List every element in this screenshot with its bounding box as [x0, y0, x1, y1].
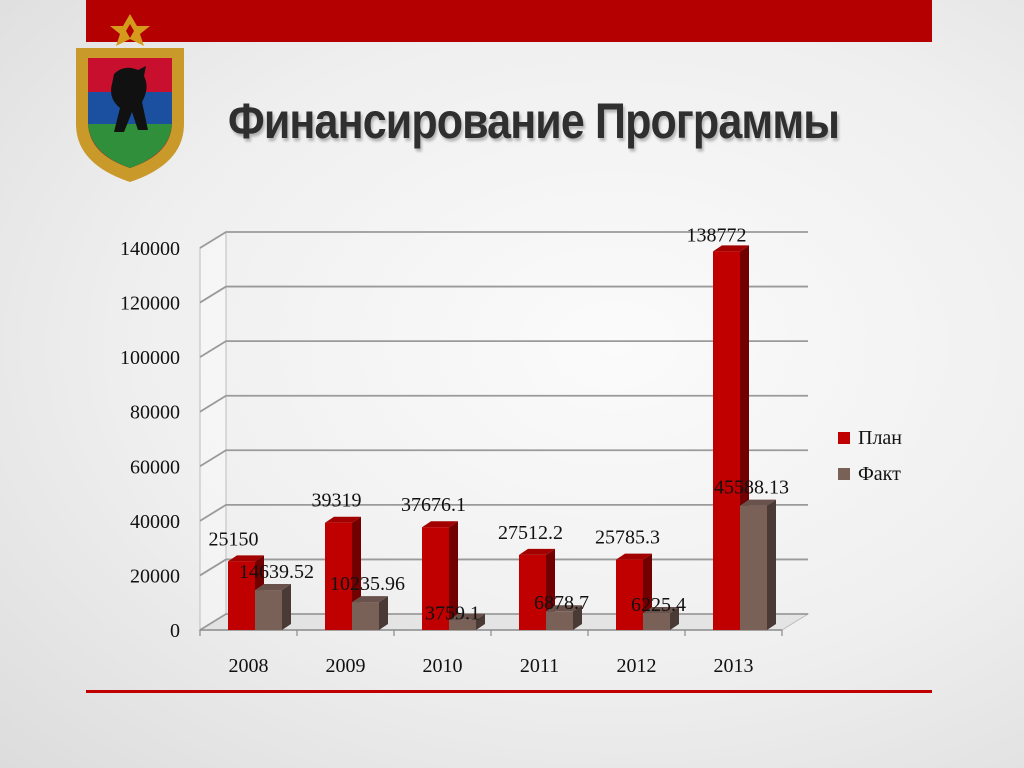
bar-plan-2008 — [228, 561, 255, 630]
data-label-fact: 6225.4 — [631, 594, 686, 616]
bar-fact-2012 — [643, 613, 670, 630]
bar-fact-2009-side — [379, 596, 388, 630]
legend-swatch-plan — [838, 432, 850, 444]
bar-fact-2011 — [546, 611, 573, 630]
top-banner — [86, 0, 932, 42]
y-tick-label: 80000 — [130, 402, 180, 424]
bar-plan-2009-top — [325, 516, 361, 523]
legend-item-fact: Факт — [838, 456, 902, 492]
bar-fact-2010 — [449, 619, 476, 630]
data-label-fact: 3759.1 — [425, 603, 480, 625]
data-label-plan: 25150 — [209, 528, 259, 550]
bar-plan-2008-top — [228, 555, 264, 562]
data-label-plan: 37676.1 — [401, 494, 466, 516]
gridline — [199, 285, 808, 304]
bar-plan-2013 — [713, 251, 740, 630]
bar-plan-2012 — [616, 559, 643, 630]
gridline — [199, 394, 808, 413]
y-tick-label: 100000 — [120, 347, 180, 369]
bar-plan-2011 — [519, 554, 546, 630]
legend-item-plan: План — [838, 420, 902, 456]
gridline — [199, 340, 808, 358]
bar-fact-2008 — [255, 590, 282, 630]
bar-fact-2013 — [740, 505, 767, 630]
data-label-plan: 138772 — [687, 224, 747, 246]
bar-fact-2010-top — [449, 613, 485, 620]
x-tick-label: 2010 — [423, 655, 463, 677]
x-tick-label: 2009 — [326, 655, 366, 677]
page-title: Финансирование Программы — [228, 93, 840, 149]
legend-label-fact: Факт — [858, 462, 901, 485]
data-label-fact: 10235.96 — [330, 573, 405, 595]
y-tick-label: 140000 — [120, 238, 180, 260]
bar-fact-2011-side — [573, 605, 582, 630]
data-label-plan: 39319 — [312, 490, 362, 512]
gridline — [199, 558, 808, 577]
bar-plan-2010 — [422, 527, 449, 630]
x-tick-label: 2013 — [714, 655, 754, 677]
x-tick-label: 2008 — [229, 655, 269, 677]
coat-of-arms-icon — [76, 14, 184, 182]
gridline — [199, 503, 808, 522]
chart-legend: План Факт — [838, 420, 902, 492]
x-tick-label: 2012 — [617, 655, 657, 677]
data-label-fact: 6878.7 — [534, 592, 589, 614]
bar-fact-2010-side — [476, 613, 485, 630]
data-label-plan: 27512.2 — [498, 522, 563, 544]
legend-swatch-fact — [838, 468, 850, 480]
bar-plan-2011-top — [519, 548, 555, 555]
gridline — [199, 449, 808, 468]
bottom-divider — [86, 690, 932, 693]
bar-fact-2013-side — [767, 499, 776, 630]
bar-fact-2012-top — [643, 607, 679, 614]
bar-plan-2009 — [325, 522, 352, 630]
y-tick-label: 60000 — [130, 456, 180, 478]
bar-plan-2012-top — [616, 553, 652, 560]
bar-fact-2012-side — [670, 607, 679, 630]
bar-plan-2010-side — [449, 521, 458, 630]
data-label-fact: 14639.52 — [239, 561, 314, 583]
bar-fact-2011-top — [546, 605, 582, 612]
bar-fact-2009-top — [352, 596, 388, 603]
bar-fact-2013-top — [740, 499, 776, 506]
x-tick-label: 2011 — [520, 655, 559, 677]
gridline — [199, 231, 808, 249]
chart-side-wall — [199, 231, 227, 631]
bar-plan-2010-top — [422, 521, 458, 528]
y-tick-label: 120000 — [120, 293, 180, 315]
data-label-plan: 25785.3 — [595, 527, 660, 549]
bar-fact-2008-side — [282, 584, 291, 630]
y-tick-label: 0 — [170, 620, 180, 642]
y-tick-label: 20000 — [130, 565, 180, 587]
bar-plan-2013-top — [713, 245, 749, 252]
legend-label-plan: План — [858, 426, 903, 449]
y-tick-label: 40000 — [130, 511, 180, 533]
bar-fact-2008-top — [255, 584, 291, 591]
gridline — [199, 613, 808, 631]
bar-fact-2009 — [352, 602, 379, 630]
data-label-fact: 45588.13 — [714, 477, 789, 499]
